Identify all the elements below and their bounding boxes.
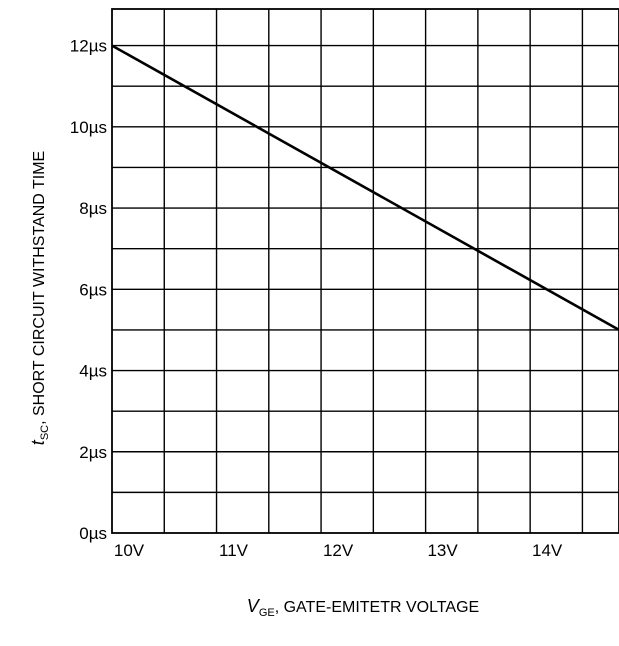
y-axis-subscript: SC bbox=[39, 425, 51, 440]
x-axis-symbol: V bbox=[247, 596, 261, 616]
y-tick-label: 2µs bbox=[79, 443, 107, 462]
series-layer bbox=[111, 44, 619, 332]
series-line bbox=[111, 44, 619, 332]
plot-frame bbox=[111, 8, 619, 534]
grid bbox=[112, 9, 619, 533]
x-axis-subscript: GE bbox=[259, 607, 275, 619]
x-tick-label: 10V bbox=[114, 541, 145, 560]
x-axis-ticks: 10V 11V 12V 13V 14V bbox=[114, 541, 563, 560]
y-tick-label: 6µs bbox=[79, 280, 107, 299]
y-tick-label: 8µs bbox=[79, 199, 107, 218]
y-axis-label: , SHORT CIRCUIT WITHSTAND TIME bbox=[31, 151, 48, 425]
y-tick-label: 10µs bbox=[70, 118, 107, 137]
y-axis-symbol: t bbox=[28, 439, 48, 445]
y-tick-label: 12µs bbox=[70, 37, 107, 56]
y-tick-label: 0µs bbox=[79, 524, 107, 543]
y-axis-title: tSC, SHORT CIRCUIT WITHSTAND TIME bbox=[28, 151, 51, 445]
x-axis-label: , GATE-EMITETR VOLTAGE bbox=[275, 599, 479, 616]
x-tick-label: 12V bbox=[323, 541, 354, 560]
x-tick-label: 11V bbox=[219, 541, 249, 560]
x-axis-title: VGE, GATE-EMITETR VOLTAGE bbox=[247, 596, 479, 619]
x-tick-label: 14V bbox=[532, 541, 563, 560]
y-axis-ticks: 0µs 2µs 4µs 6µs 8µs 10µs 12µs bbox=[70, 37, 107, 543]
x-tick-label: 13V bbox=[427, 541, 458, 560]
y-tick-label: 4µs bbox=[79, 362, 107, 381]
